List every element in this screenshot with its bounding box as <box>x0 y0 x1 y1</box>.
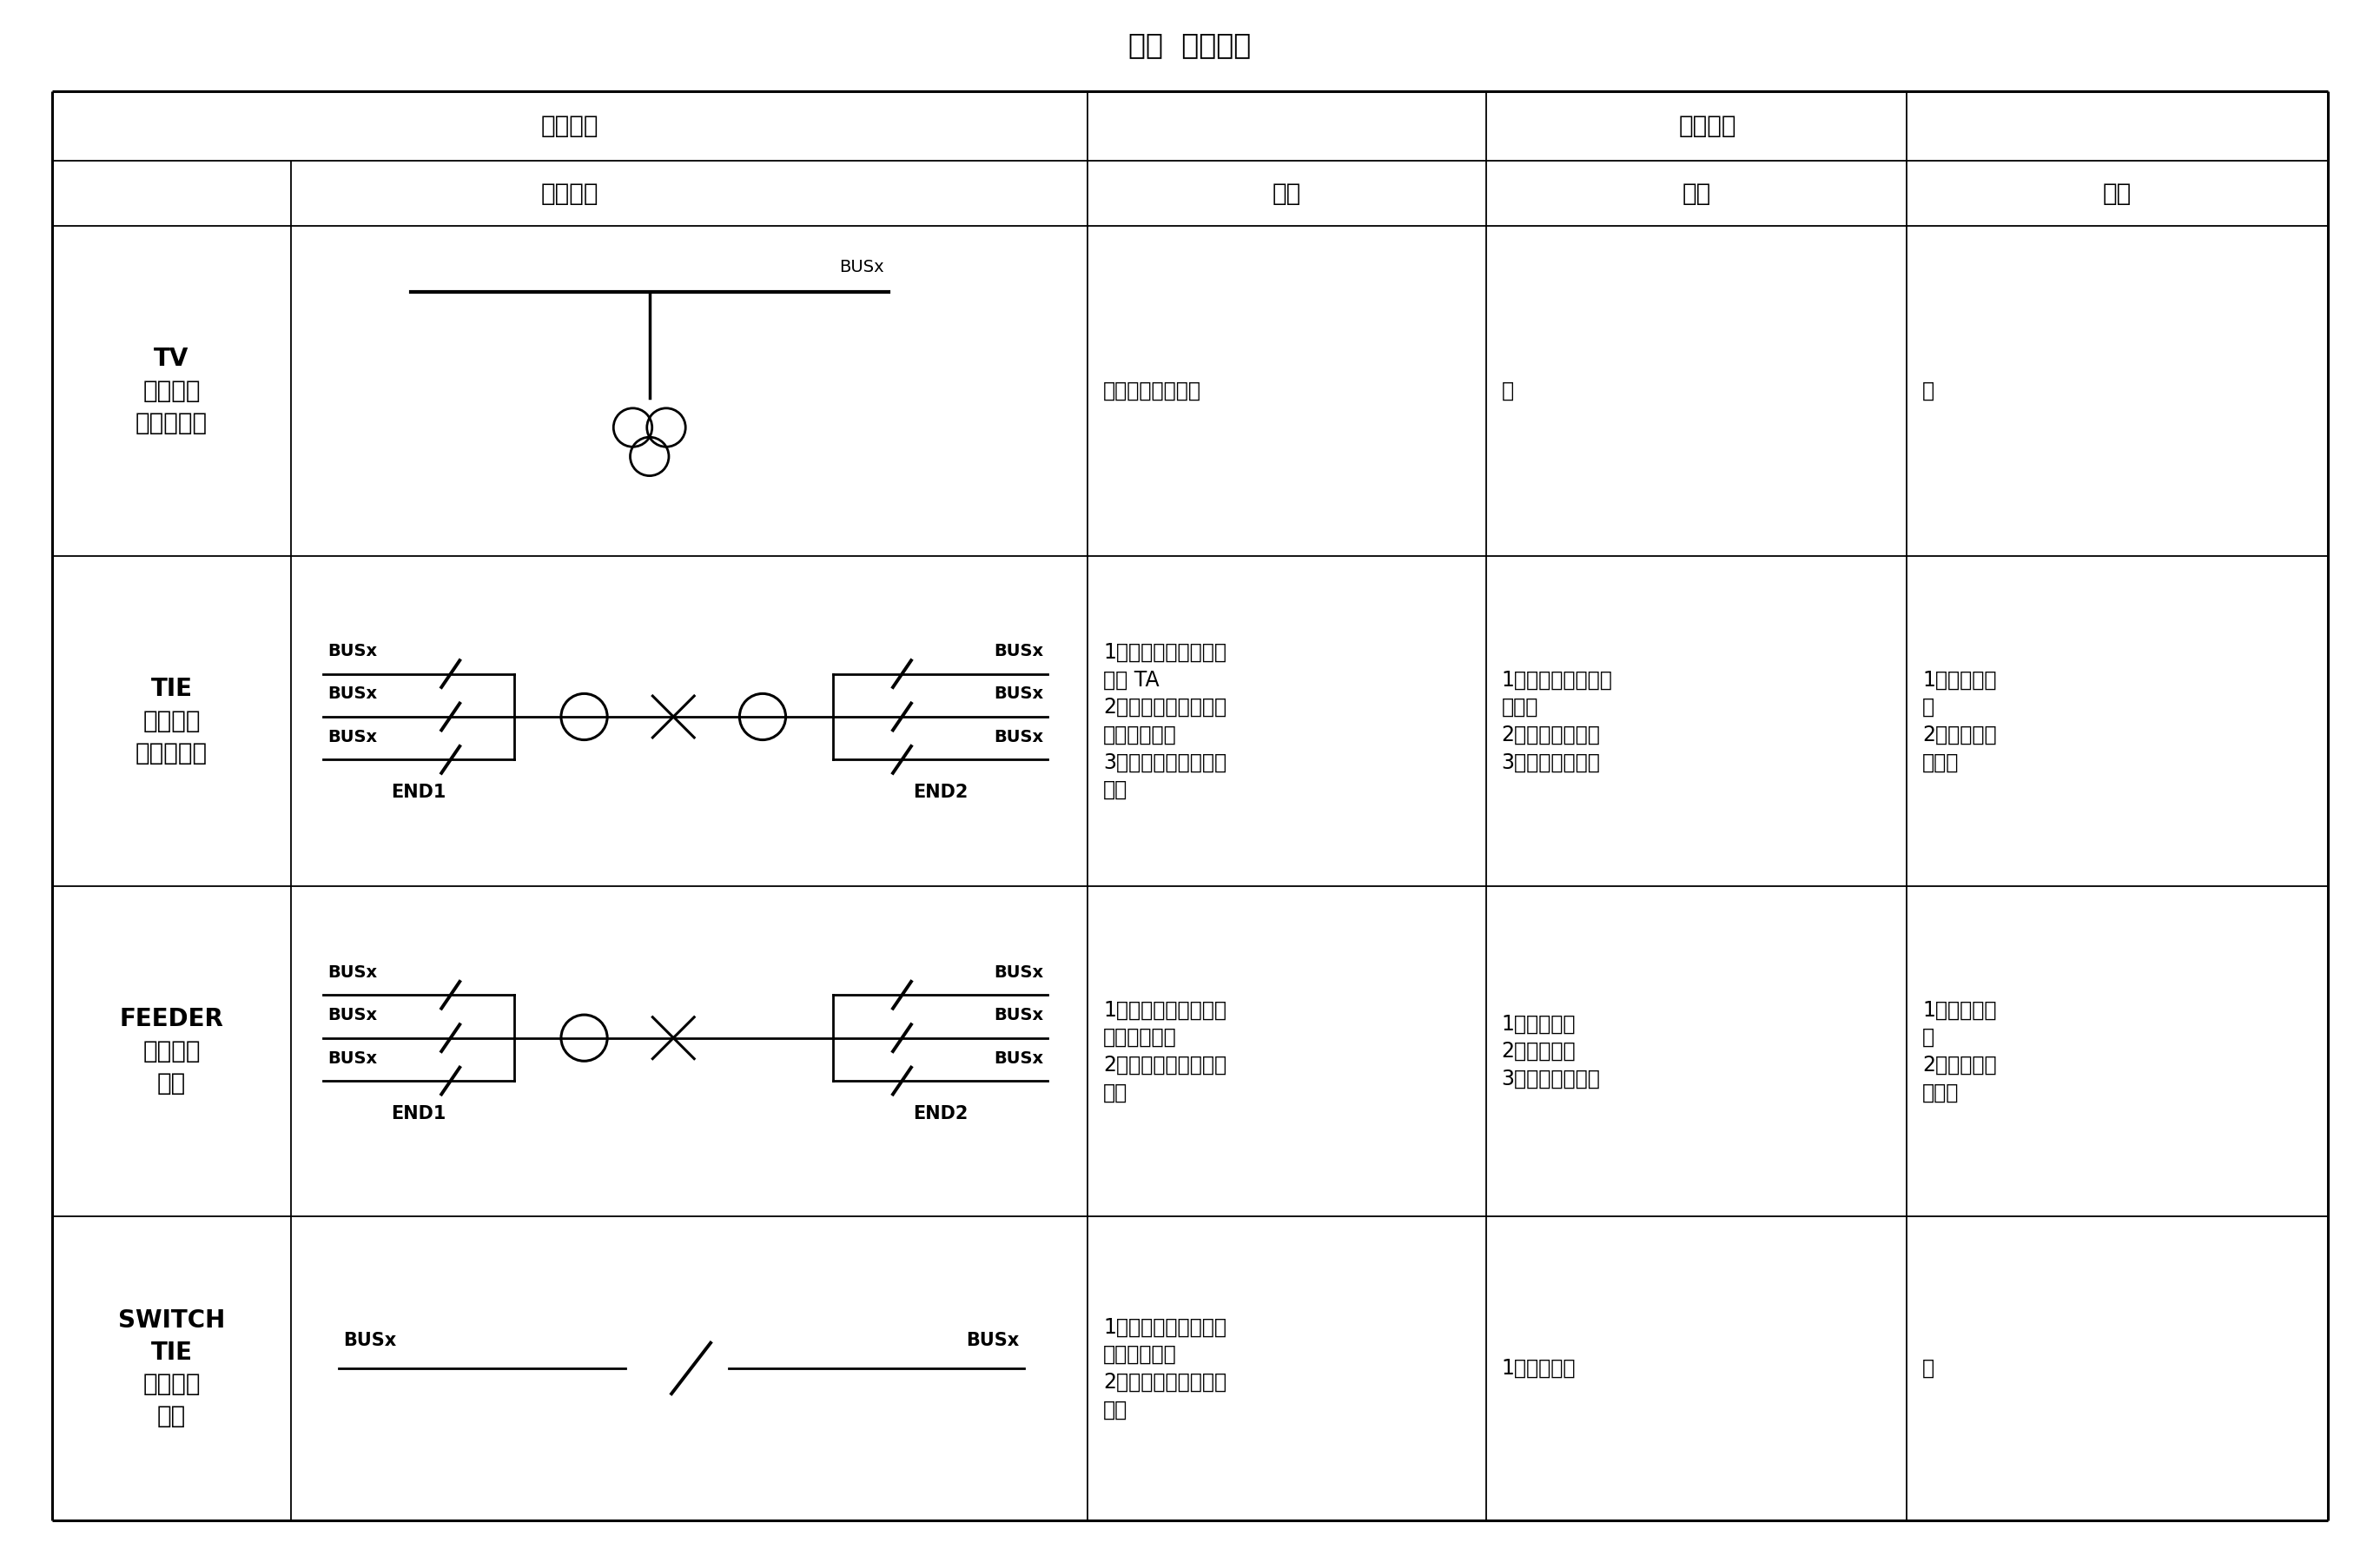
Text: 无: 无 <box>1923 381 1935 401</box>
Text: TIE
（母联或
分段开关）: TIE （母联或 分段开关） <box>136 677 207 766</box>
Text: 对象类型: 对象类型 <box>540 180 600 205</box>
Text: BUSx: BUSx <box>995 1050 1042 1066</box>
Text: BUSx: BUSx <box>995 643 1042 660</box>
Text: END2: END2 <box>912 784 969 801</box>
Text: 1．刀闸位置
2．失灵起动
3．解除复压闭锁: 1．刀闸位置 2．失灵起动 3．解除复压闭锁 <box>1502 1013 1599 1089</box>
Text: TV
（母线电
压互感器）: TV （母线电 压互感器） <box>136 347 207 436</box>
Text: 无: 无 <box>1502 381 1514 401</box>
Text: 配置信息: 配置信息 <box>1678 114 1737 138</box>
Text: 1．跳本断路
器
2．联跳其他
断路器: 1．跳本断路 器 2．联跳其他 断路器 <box>1923 669 1997 773</box>
Text: 开入: 开入 <box>1683 180 1711 205</box>
Text: 参数: 参数 <box>1273 180 1302 205</box>
Text: SWITCH
TIE
（跨条刀
闸）: SWITCH TIE （跨条刀 闸） <box>119 1309 226 1428</box>
Text: BUSx: BUSx <box>328 686 376 702</box>
Text: BUSx: BUSx <box>995 965 1042 980</box>
Text: BUSx: BUSx <box>328 1007 376 1024</box>
Text: BUSx: BUSx <box>328 1050 376 1066</box>
Text: 表１  对象配置: 表１ 对象配置 <box>1128 31 1252 59</box>
Text: BUSx: BUSx <box>343 1332 397 1349</box>
Text: BUSx: BUSx <box>995 686 1042 702</box>
Text: BUSx: BUSx <box>328 728 376 745</box>
Text: BUSx: BUSx <box>328 965 376 980</box>
Text: 开出: 开出 <box>2104 180 2132 205</box>
Text: 对象类型: 对象类型 <box>540 114 600 138</box>
Text: END1: END1 <box>390 1105 445 1122</box>
Text: 1．各个刀闸所连接的
母线拓扑信息
2．刀闸位置是否为双
位置: 1．各个刀闸所连接的 母线拓扑信息 2．刀闸位置是否为双 位置 <box>1104 999 1226 1103</box>
Text: 1．刀闸位置、断路
器位置
2．母联保护投退
3．起动母联失灵: 1．刀闸位置、断路 器位置 2．母联保护投退 3．起动母联失灵 <box>1502 669 1614 773</box>
Text: 1．刀闸位置: 1．刀闸位置 <box>1502 1358 1576 1379</box>
Text: 所在母线拓扑信息: 所在母线拓扑信息 <box>1104 381 1202 401</box>
Text: BUSx: BUSx <box>966 1332 1019 1349</box>
Text: BUSx: BUSx <box>995 728 1042 745</box>
Text: 1．两侧刀闸所连接的
母线拓扑信息
2．刀闸位置是否为双
位置: 1．两侧刀闸所连接的 母线拓扑信息 2．刀闸位置是否为双 位置 <box>1104 1316 1226 1421</box>
Text: BUSx: BUSx <box>995 1007 1042 1024</box>
Text: BUSx: BUSx <box>328 643 376 660</box>
Text: 1．是否固定连接、是
否双 TA
2．各个刀闸所连接的
母线拓扑信息
3．刀闸位置是否为双
位置: 1．是否固定连接、是 否双 TA 2．各个刀闸所连接的 母线拓扑信息 3．刀闸位… <box>1104 643 1226 800</box>
Text: 1．跳本断路
器
2．联跳其他
断路器: 1．跳本断路 器 2．联跳其他 断路器 <box>1923 999 1997 1103</box>
Text: END1: END1 <box>390 784 445 801</box>
Text: 无: 无 <box>1923 1358 1935 1379</box>
Text: END2: END2 <box>912 1105 969 1122</box>
Text: FEEDER
（馈线开
关）: FEEDER （馈线开 关） <box>119 1007 224 1095</box>
Text: BUSx: BUSx <box>840 260 883 275</box>
